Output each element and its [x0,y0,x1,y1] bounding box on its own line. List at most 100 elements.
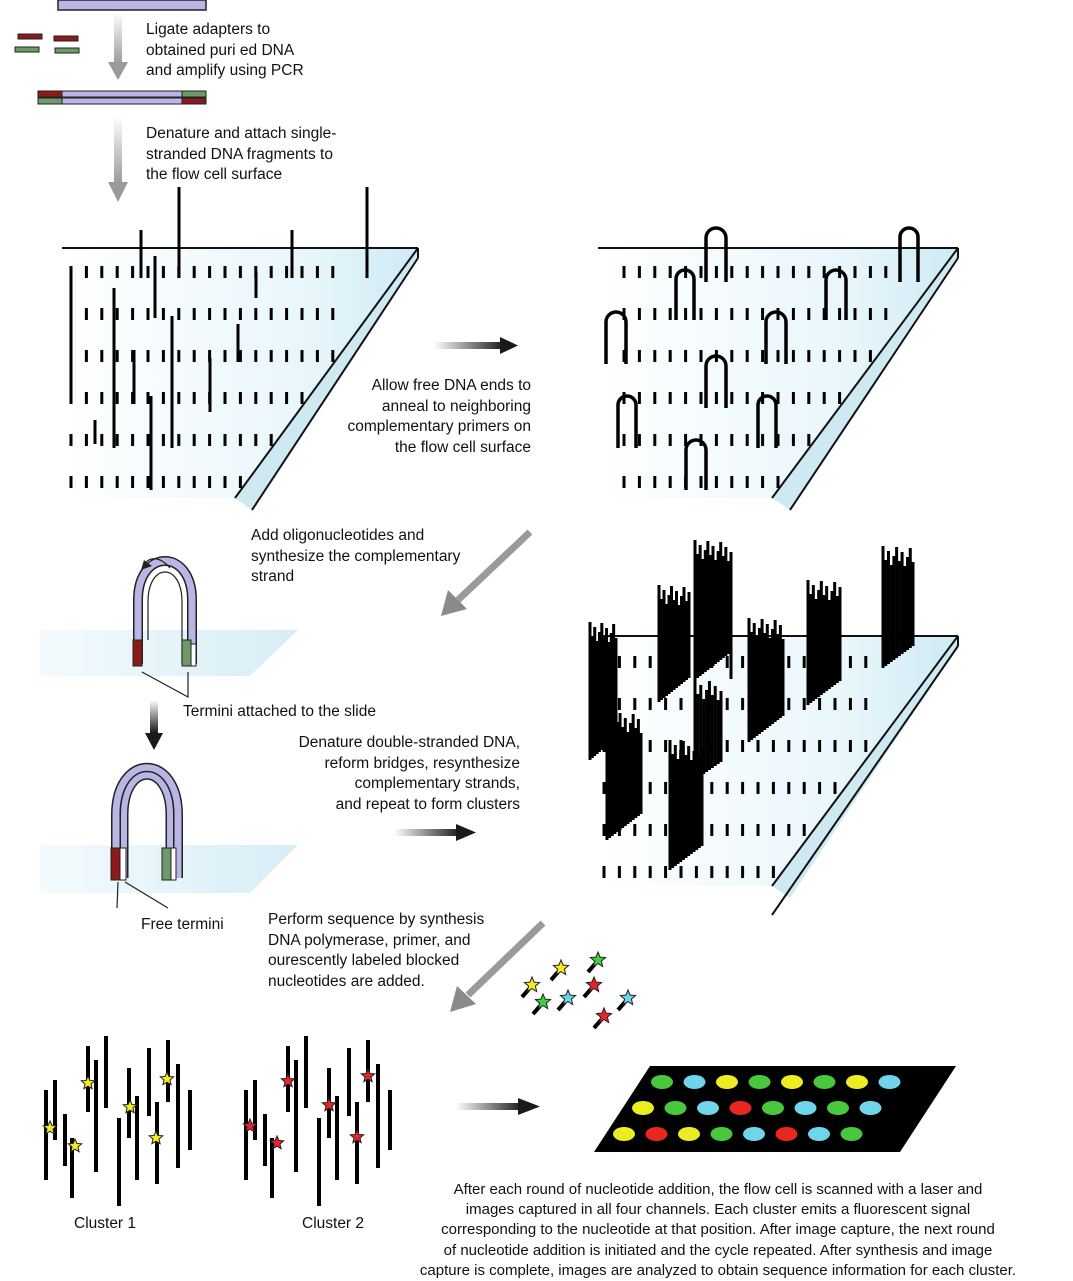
signal-dot [827,1101,849,1115]
signal-dot [808,1127,830,1141]
signal-dot [664,1101,687,1115]
free-termini-bridge [40,762,298,909]
signal-dot [651,1075,673,1089]
step-denature-repeat-line-3: complementary strands, [354,775,520,792]
signal-dot [775,1127,798,1141]
signal-dot [710,1127,733,1141]
flow-cell-1 [62,187,419,511]
signal-dot [678,1127,700,1141]
arrow-diagonal-2 [450,920,546,1012]
step-oligos-label: Add oligonucleotides and synthesize the … [251,526,460,588]
cluster-1-label: Cluster 1 [74,1215,137,1232]
nucleotide-star [585,975,603,993]
nucleotide-star [552,958,570,976]
step-denature-repeat-line-2: reform bridges, resynthesize [324,754,520,772]
adapters-group [14,33,80,54]
cluster-star [80,1074,96,1090]
complementary-strand-bridge [40,556,298,699]
step-ligate-line-2: obtained puri ed DNA [146,41,295,59]
flow-cell-3-clusters [588,540,959,916]
scan-line-5: capture is complete, images are analyzed… [419,1261,1017,1279]
step-sequence-line-2: DNA polymerase, primer, and [268,931,471,949]
labeled-nucleotides [520,950,637,1030]
nucleotide-star [589,950,607,968]
cluster-star [122,1098,138,1114]
cluster-star [321,1096,337,1112]
termini-attached-label: Termini attached to the slide [183,703,376,720]
cluster-2-strands [242,1036,392,1206]
scan-description: After each round of nucleotide addition,… [368,1180,1068,1281]
signal-dot [645,1127,668,1141]
step-denature-repeat-line-1: Denature double-stranded DNA, [298,734,520,751]
step-sequence-line-1: Perform sequence by synthesis [268,911,485,928]
signal-dot [840,1127,863,1141]
nucleotide-star [559,988,577,1006]
amplified-dna [37,90,207,105]
step-oligos-line-1: Add oligonucleotides and [251,527,425,544]
scan-line-3: corresponding to the nucleotide at that … [441,1221,995,1239]
step-denature-repeat-label: Denature double-stranded DNA, reform bri… [299,733,520,815]
flow-cell-2-bridges [598,226,959,511]
bridge-strand [704,226,728,282]
scan-line-1: After each round of nucleotide addition,… [453,1181,983,1198]
bridge-strand [824,268,848,320]
cluster-star [349,1128,365,1144]
signal-dot [697,1101,719,1115]
bridge-strand [898,226,920,282]
signal-dot [632,1101,654,1115]
step-denature-attach-line-1: Denature and attach single- [146,125,337,142]
signal-dot [781,1075,803,1089]
arrow-right-3 [456,1098,540,1115]
signal-dot [813,1075,836,1089]
bridge-strand [756,394,778,448]
nucleotide-star [619,988,637,1006]
arrow-down-1 [108,12,128,80]
scan-line-4: of nucleotide addition is initiated and … [443,1241,993,1259]
arrow-right-1 [434,337,518,354]
step-denature-repeat-line-4: and repeat to form clusters [335,795,520,813]
cluster-star [360,1067,376,1083]
signal-dot [878,1075,901,1089]
cluster-star [159,1070,175,1086]
step-anneal-line-1: Allow free DNA ends to [371,377,531,394]
step-ligate-line-3: and amplify using PCR [146,62,304,79]
scan-line-2: images captured in all four channels. Ea… [465,1201,971,1219]
step-oligos-line-3: strand [251,568,295,585]
step-denature-attach-line-3: the flow cell surface [146,166,283,183]
signal-dot [748,1075,771,1089]
nucleotide-star [595,1006,613,1024]
bridge-strand [764,310,788,364]
signal-dot [683,1075,706,1089]
cluster-star [42,1119,58,1135]
cluster-star [269,1134,285,1150]
signal-dot [743,1127,765,1141]
cluster-star [280,1072,296,1088]
signal-dot [762,1101,784,1115]
step-anneal-label: Allow free DNA ends to anneal to neighbo… [348,376,531,458]
arrow-down-2 [108,116,128,202]
signal-dot [613,1127,635,1141]
step-sequence-line-3: ourescently labeled blocked [268,952,460,969]
arrow-right-2 [394,824,476,841]
arrow-diagonal-1 [441,529,533,616]
bridge-strand [616,394,638,448]
signal-dot [729,1101,752,1115]
cluster-1-strands [42,1036,192,1206]
bridge-strand [684,438,708,490]
dna-fragment-top [57,0,207,11]
step-denature-attach-label: Denature and attach single- stranded DNA… [146,124,336,186]
scanned-image-slide [594,1066,956,1152]
signal-dot [794,1101,817,1115]
step-sequence-line-4: nucleotides are added. [268,972,425,990]
nucleotide-star [534,992,552,1010]
step-ligate-line-1: Ligate adapters to [146,21,271,38]
step-sequence-synthesis-label: Perform sequence by synthesis DNA polyme… [268,910,484,992]
step-anneal-line-4: the flow cell surface [394,438,531,456]
signal-dot [716,1075,738,1089]
bridge-strand [604,310,628,364]
cluster-star [242,1117,258,1133]
bridge-strand [704,354,728,408]
signal-dot [846,1075,868,1089]
step-anneal-line-3: complementary primers on [347,418,531,435]
